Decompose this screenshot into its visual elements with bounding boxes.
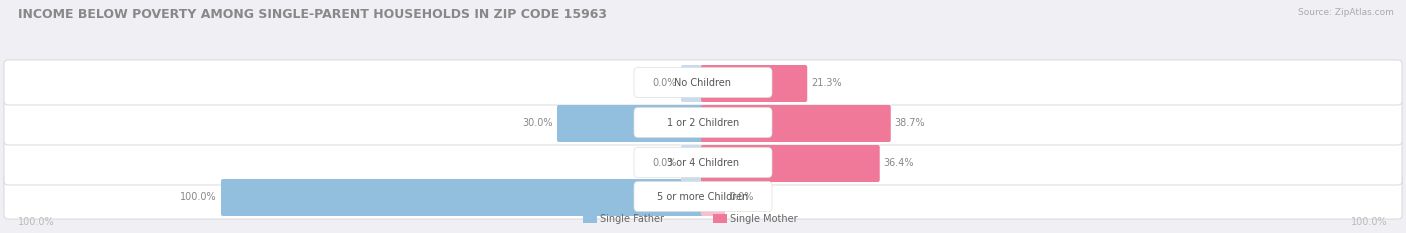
FancyBboxPatch shape (634, 147, 772, 178)
Text: 3 or 4 Children: 3 or 4 Children (666, 158, 740, 168)
Text: 21.3%: 21.3% (811, 78, 842, 88)
FancyBboxPatch shape (557, 105, 704, 142)
Text: 100.0%: 100.0% (1351, 217, 1388, 227)
FancyBboxPatch shape (681, 65, 704, 102)
Text: 38.7%: 38.7% (894, 117, 925, 127)
FancyBboxPatch shape (681, 145, 704, 182)
Text: 5 or more Children: 5 or more Children (658, 192, 748, 202)
Text: 100.0%: 100.0% (18, 217, 55, 227)
Text: Single Father: Single Father (600, 213, 664, 223)
FancyBboxPatch shape (583, 214, 598, 223)
Text: Source: ZipAtlas.com: Source: ZipAtlas.com (1298, 8, 1393, 17)
Text: 0.0%: 0.0% (652, 158, 678, 168)
Text: No Children: No Children (675, 78, 731, 88)
Text: Single Mother: Single Mother (730, 213, 797, 223)
FancyBboxPatch shape (702, 65, 807, 102)
Text: 1 or 2 Children: 1 or 2 Children (666, 117, 740, 127)
FancyBboxPatch shape (634, 107, 772, 137)
Text: 36.4%: 36.4% (884, 158, 914, 168)
FancyBboxPatch shape (634, 182, 772, 212)
FancyBboxPatch shape (4, 174, 1402, 219)
FancyBboxPatch shape (4, 60, 1402, 105)
Text: 0.0%: 0.0% (728, 192, 754, 202)
FancyBboxPatch shape (634, 68, 772, 97)
Text: 0.0%: 0.0% (652, 78, 678, 88)
FancyBboxPatch shape (4, 100, 1402, 145)
Text: 30.0%: 30.0% (523, 117, 553, 127)
FancyBboxPatch shape (713, 214, 727, 223)
FancyBboxPatch shape (4, 140, 1402, 185)
FancyBboxPatch shape (702, 145, 880, 182)
FancyBboxPatch shape (702, 105, 891, 142)
FancyBboxPatch shape (702, 179, 725, 216)
FancyBboxPatch shape (221, 179, 704, 216)
Text: 100.0%: 100.0% (180, 192, 217, 202)
Text: INCOME BELOW POVERTY AMONG SINGLE-PARENT HOUSEHOLDS IN ZIP CODE 15963: INCOME BELOW POVERTY AMONG SINGLE-PARENT… (18, 8, 607, 21)
